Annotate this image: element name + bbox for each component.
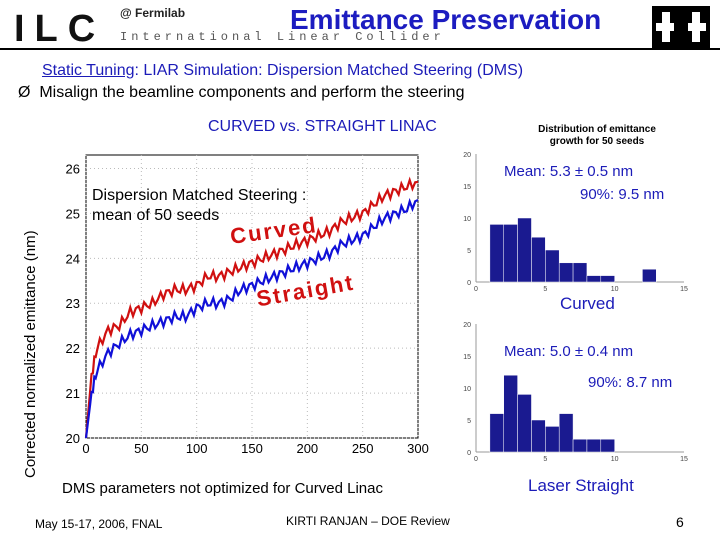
y-tick-label: 24: [66, 251, 80, 266]
straight-hist-x-tick: 5: [543, 456, 547, 463]
x-tick-label: 100: [186, 441, 208, 456]
straight-mean: Mean: 5.0 ± 0.4 nm: [504, 343, 634, 360]
straight-hist-bar: [586, 438, 602, 453]
fermilab-logo-icon: [652, 6, 710, 48]
straight-hist-bar: [600, 438, 615, 453]
plot-annotation-line2: mean of 50 seeds: [92, 207, 220, 224]
straight-hist-bar: [489, 413, 504, 453]
straight-hist-y-tick: 20: [463, 322, 471, 329]
curved-hist-x-tick: 0: [474, 286, 478, 293]
curved-hist-bar: [600, 275, 615, 283]
bullet-line: Ø Misalign the beamline components and p…: [18, 84, 464, 102]
y-tick-label: 20: [66, 431, 80, 446]
header-rule: [0, 48, 720, 50]
curved-histogram: 0 5 10 15 20 0 5 10 15: [463, 152, 688, 293]
x-tick-label: 300: [407, 441, 429, 456]
straight-hist-label: Laser Straight: [528, 476, 634, 495]
plot-frame: [85, 154, 419, 439]
plot-annotation-line1: Dispersion Matched Steering :: [92, 187, 307, 204]
y-tick-label: 21: [66, 386, 80, 401]
main-plot-ylabel: Corrected normalized emittance (nm): [22, 230, 39, 478]
x-tick-label: 0: [82, 441, 89, 456]
straight-hist-y-tick: 15: [463, 354, 471, 361]
subtitle-underlined: Static Tuning: [42, 62, 135, 79]
curved-hist-bar: [586, 275, 602, 283]
plot-annotation: Dispersion Matched Steering : mean of 50…: [92, 186, 306, 226]
footer-presenter: KIRTI RANJAN – DOE Review: [286, 514, 450, 528]
main-line-chart: 0 50 100 150 200 250 300 20 21 22 23 24 25 26: [66, 154, 429, 456]
series-line-straight: [84, 197, 419, 439]
x-tick-label: 200: [296, 441, 318, 456]
straight-hist-y-tick: 0: [467, 450, 471, 457]
curved-hist-bar: [558, 262, 574, 283]
slide-title: Emittance Preservation: [290, 4, 602, 35]
ilc-logo-subtitle: International Linear Collider: [120, 30, 445, 44]
main-plot-heading: CURVED vs. STRAIGHT LINAC: [208, 118, 437, 135]
straight-hist-bar: [503, 374, 518, 453]
y-tick-label: 26: [66, 161, 80, 176]
straight-hist-x-tick: 15: [680, 456, 688, 463]
x-tick-label: 50: [134, 441, 148, 456]
straight-hist-y-tick: 5: [467, 418, 471, 425]
curved-p90: 90%: 9.5 nm: [580, 186, 665, 203]
footer-date: May 15-17, 2006, FNAL: [35, 517, 163, 531]
straight-hist-x-tick: 10: [611, 456, 619, 463]
straight-histogram: 0 5 10 15 20 0 5 10 15: [463, 322, 688, 463]
bullet-text: Misalign the beamline components and per…: [39, 84, 465, 101]
curved-hist-bar: [572, 262, 588, 283]
ilc-logo: ILC: [14, 8, 106, 50]
fermilab-tag: @ Fermilab: [120, 6, 186, 20]
straight-hist-bar: [517, 394, 532, 453]
curved-hist-bar: [531, 236, 546, 283]
curved-hist-y-tick: 0: [467, 280, 471, 287]
curved-hist-x-tick: 10: [611, 286, 619, 293]
straight-hist-y-tick: 10: [463, 386, 471, 393]
curved-hist-x-tick: 15: [680, 286, 688, 293]
straight-hist-bar: [531, 419, 546, 453]
curved-hist-y-tick: 5: [467, 248, 471, 255]
subtitle-rest: : LIAR Simulation: Dispersion Matched St…: [134, 62, 524, 79]
straight-hist-bar: [558, 413, 574, 453]
y-tick-label: 25: [66, 206, 80, 221]
straight-hist-x-tick: 0: [474, 456, 478, 463]
dms-note: DMS parameters not optimized for Curved …: [62, 480, 383, 497]
straight-hist-bar: [572, 438, 588, 453]
curved-hist-bar: [642, 268, 657, 283]
curved-hist-bar: [517, 217, 532, 283]
curved-hist-label: Curved: [560, 294, 615, 313]
subtitle: Static Tuning: LIAR Simulation: Dispersi…: [42, 62, 523, 80]
curved-hist-y-tick: 20: [463, 152, 471, 159]
dist-heading-line1: Distribution of emittance: [538, 124, 656, 135]
series-line-curved: [84, 176, 419, 439]
straight-hist-bar: [545, 426, 560, 453]
curved-hist-bar: [545, 249, 560, 283]
y-tick-label: 22: [66, 341, 80, 356]
curved-hist-y-tick: 15: [463, 184, 471, 191]
straight-p90: 90%: 8.7 nm: [588, 374, 673, 391]
dist-heading: Distribution of emittance growth for 50 …: [522, 124, 672, 148]
x-tick-label: 250: [352, 441, 374, 456]
curved-hist-bar: [503, 224, 518, 283]
curved-mean: Mean: 5.3 ± 0.5 nm: [504, 163, 634, 180]
bullet-arrow-icon: Ø: [18, 84, 31, 101]
curved-hist-y-tick: 10: [463, 216, 471, 223]
y-tick-label: 23: [66, 296, 80, 311]
x-tick-label: 150: [241, 441, 263, 456]
curved-hist-bar: [489, 224, 504, 283]
page-number: 6: [676, 514, 684, 530]
curved-hist-x-tick: 5: [543, 286, 547, 293]
dist-heading-line2: growth for 50 seeds: [549, 136, 645, 147]
